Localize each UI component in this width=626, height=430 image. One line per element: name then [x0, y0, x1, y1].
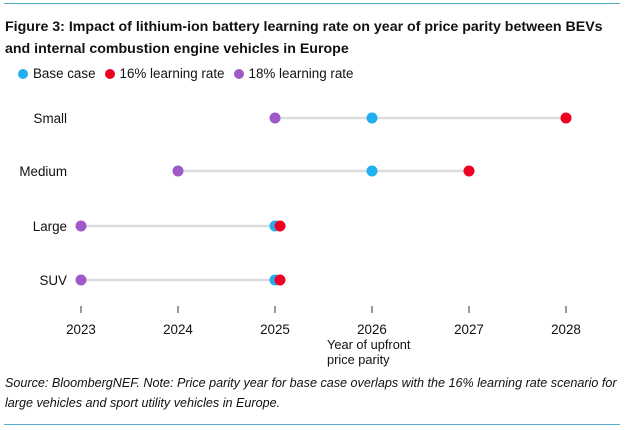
figure-title: Figure 3: Impact of lithium-ion battery … — [5, 19, 603, 57]
legend-swatch-base-case — [18, 68, 28, 79]
x-tick-label: 2023 — [66, 322, 96, 337]
legend-swatch-18-learning-rate — [233, 68, 244, 79]
category-label-large: Large — [33, 219, 67, 234]
x-axis-ticks: 2023 2024 2025 2026 2027 2028 — [66, 306, 581, 337]
source-note: Source: BloombergNEF. Note: Price parity… — [5, 376, 617, 410]
legend-label: 16% learning rate — [119, 66, 225, 81]
point-18-learning-rate-medium — [172, 165, 184, 177]
x-tick-label: 2027 — [454, 322, 484, 337]
point-18-learning-rate-small — [269, 112, 281, 124]
x-tick-label: 2024 — [163, 322, 193, 337]
point-16-learning-rate-medium — [463, 165, 475, 177]
legend-item-base-case: Base case — [18, 66, 96, 81]
point-base-case-small — [366, 112, 378, 124]
point-16-learning-rate-small — [560, 112, 572, 124]
point-16-learning-rate-large — [274, 220, 286, 232]
category-label-small: Small — [34, 111, 68, 126]
data-points — [75, 112, 572, 286]
category-labels: Small Medium Large SUV — [19, 111, 67, 288]
category-label-suv: SUV — [39, 273, 67, 288]
legend-item-16-learning-rate: 16% learning rate — [104, 66, 225, 81]
axis-title-line: Year of upfront — [327, 337, 411, 352]
point-18-learning-rate-large — [75, 220, 87, 232]
x-tick-label: 2028 — [551, 322, 581, 337]
legend-item-18-learning-rate: 18% learning rate — [233, 66, 354, 81]
bottom-rule — [4, 424, 620, 425]
legend: Base case 16% learning rate 18% learning… — [18, 66, 362, 81]
point-base-case-medium — [366, 165, 378, 177]
x-tick-label: 2025 — [260, 322, 290, 337]
legend-label: 18% learning rate — [248, 66, 354, 81]
x-tick-label: 2026 — [357, 322, 387, 337]
point-18-learning-rate-suv — [75, 274, 87, 286]
x-axis-title: Year of upfront price parity — [327, 337, 411, 367]
legend-label: Base case — [33, 66, 96, 81]
point-16-learning-rate-suv — [274, 274, 286, 286]
axis-title-line: price parity — [327, 352, 390, 367]
range-lines — [81, 116, 566, 282]
top-rule — [4, 3, 620, 4]
legend-swatch-16-learning-rate — [104, 68, 115, 79]
category-label-medium: Medium — [19, 164, 67, 179]
